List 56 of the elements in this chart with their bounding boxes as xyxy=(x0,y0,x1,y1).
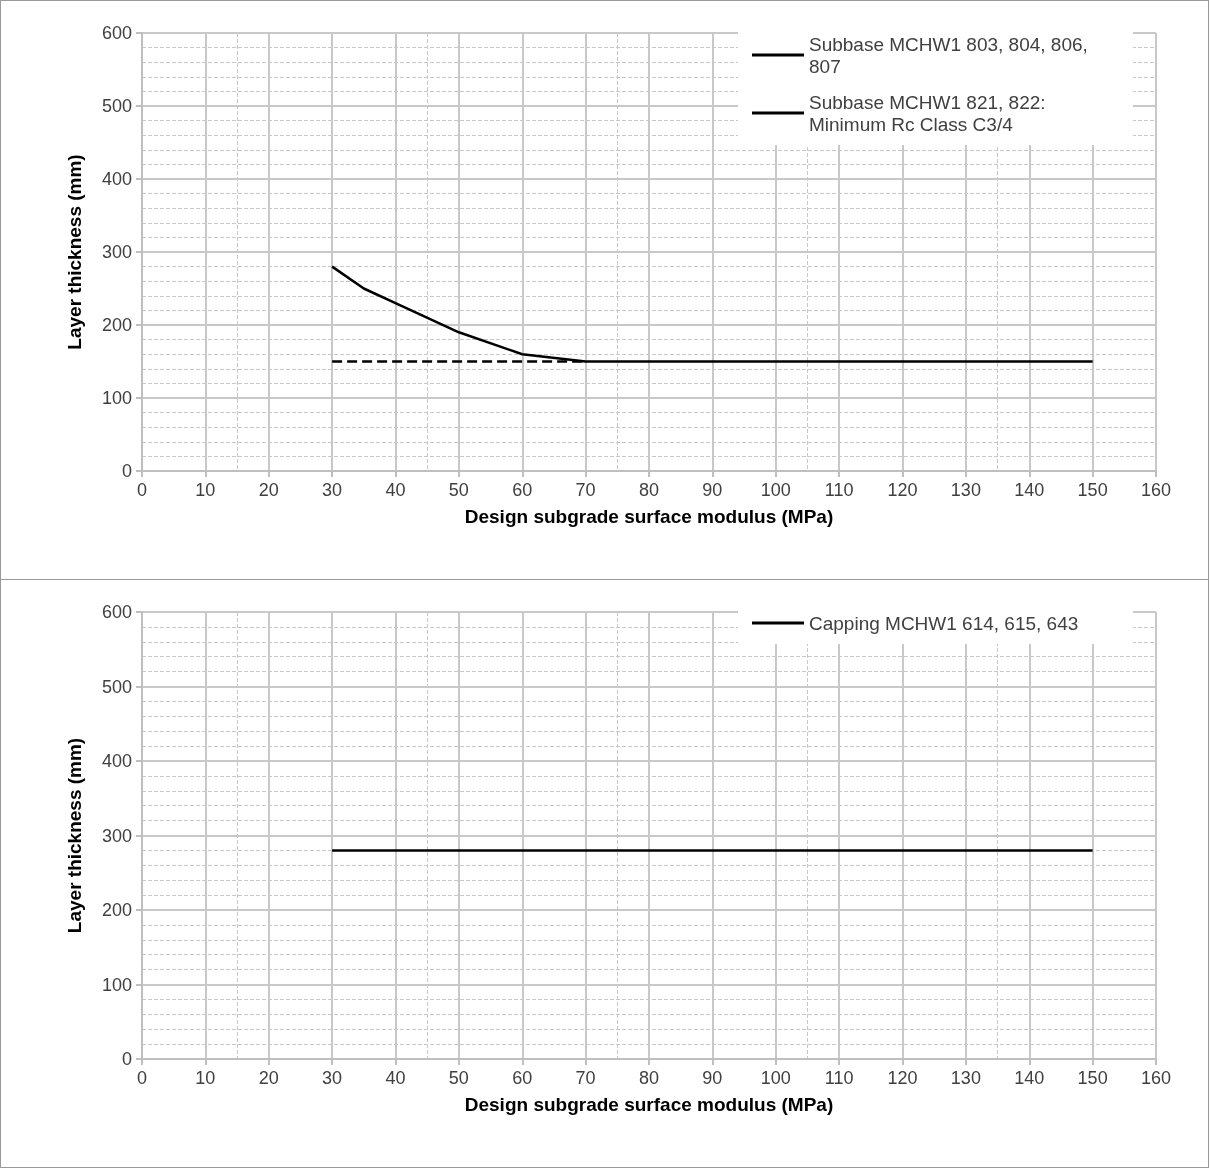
y-axis-title: Layer thickness (mm) xyxy=(64,737,85,934)
x-tick-label: 110 xyxy=(824,480,854,500)
y-tick-label: 300 xyxy=(101,825,132,846)
y-tick-label: 0 xyxy=(121,1049,132,1069)
x-tick-label: 90 xyxy=(702,1068,723,1088)
x-tick-label: 0 xyxy=(136,1068,148,1088)
x-tick-label: 140 xyxy=(1014,1068,1045,1088)
x-tick-label: 160 xyxy=(1140,1068,1172,1088)
x-tick-label: 20 xyxy=(258,480,279,500)
y-tick-label: 0 xyxy=(121,461,132,481)
x-tick-label: 140 xyxy=(1014,480,1045,500)
y-tick-label: 100 xyxy=(101,974,132,995)
legend-label: Subbase MCHW1 803, 804, 806, 807 xyxy=(809,33,1094,77)
y-tick-label: 400 xyxy=(101,751,132,771)
y-tick-label: 100 xyxy=(101,388,132,408)
x-tick-label: 40 xyxy=(385,480,406,500)
x-tick-label: 80 xyxy=(638,1068,660,1088)
legend-label: Subbase MCHW1 821, 822: Minimum Rc Class C3/4 xyxy=(809,91,1051,135)
y-tick-label: 500 xyxy=(101,96,132,116)
y-tick-label: 600 xyxy=(101,602,132,622)
x-tick-label: 60 xyxy=(512,1068,533,1088)
x-tick-label: 110 xyxy=(824,1068,854,1088)
y-tick-label: 600 xyxy=(101,23,132,43)
x-tick-label: 80 xyxy=(638,480,660,500)
x-axis-title: Design subgrade surface modulus (MPa) xyxy=(464,1094,834,1115)
x-tick-label: 30 xyxy=(322,1068,343,1088)
x-tick-label: 130 xyxy=(950,480,981,500)
x-tick-label: 30 xyxy=(322,480,343,500)
x-tick-label: 50 xyxy=(448,480,469,500)
x-tick-label: 70 xyxy=(575,1068,596,1088)
x-tick-label: 60 xyxy=(512,480,533,500)
x-tick-label: 40 xyxy=(385,1068,406,1088)
y-tick-label: 300 xyxy=(101,242,132,262)
x-tick-label: 150 xyxy=(1077,480,1108,500)
x-tick-label: 0 xyxy=(136,480,148,500)
x-tick-label: 160 xyxy=(1140,480,1172,500)
x-tick-label: 130 xyxy=(950,1068,981,1088)
line-series xyxy=(330,265,1094,363)
x-tick-label: 120 xyxy=(887,480,918,500)
y-tick-label: 400 xyxy=(101,169,132,189)
y-axis-title: Layer thickness (mm) xyxy=(64,154,85,350)
x-tick-label: 100 xyxy=(760,480,791,500)
y-tick-label: 500 xyxy=(101,676,132,697)
y-tick-label: 200 xyxy=(101,315,132,335)
x-tick-label: 120 xyxy=(887,1068,918,1088)
x-tick-label: 20 xyxy=(258,1068,279,1088)
x-tick-label: 50 xyxy=(448,1068,469,1088)
x-tick-label: 70 xyxy=(575,480,596,500)
x-tick-label: 100 xyxy=(760,1068,791,1088)
x-tick-label: 150 xyxy=(1077,1068,1108,1088)
x-tick-label: 10 xyxy=(195,480,216,500)
x-tick-label: 90 xyxy=(702,480,723,500)
x-axis-title: Design subgrade surface modulus (MPa) xyxy=(464,506,834,527)
y-tick-label: 200 xyxy=(101,900,132,920)
x-tick-label: 10 xyxy=(195,1068,216,1088)
legend-label: Capping MCHW1 614, 615, 643 xyxy=(809,612,1079,634)
